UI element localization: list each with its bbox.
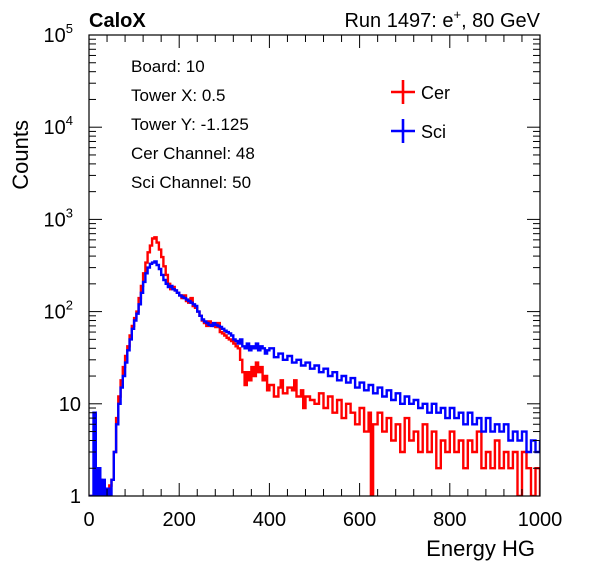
plot-frame xyxy=(88,34,541,497)
info-line: Sci Channel: 50 xyxy=(131,173,251,192)
axis-ticks: 0 200 400 600 800 1000 1 10 102 103 104 105 xyxy=(44,21,563,531)
series-cer-line xyxy=(89,236,540,496)
info-line: Tower Y: -1.125 xyxy=(131,115,249,134)
x-tick-label: 1000 xyxy=(518,509,563,531)
legend-label: Sci xyxy=(421,122,446,142)
y-tick-label: 103 xyxy=(44,205,73,231)
chart-title-right: Run 1497: e+, 80 GeV xyxy=(344,7,540,32)
x-tick-label: 200 xyxy=(163,509,196,531)
y-axis-label: Counts xyxy=(8,120,33,190)
info-box: Board: 10 Tower X: 0.5 Tower Y: -1.125 Cer … xyxy=(131,57,255,192)
x-tick-label: 600 xyxy=(343,509,376,531)
chart-title-left: CaloX xyxy=(89,10,146,32)
x-tick-label: 800 xyxy=(433,509,466,531)
x-axis-label: Energy HG xyxy=(426,536,535,561)
y-tick-label: 104 xyxy=(44,113,73,139)
x-tick-label: 0 xyxy=(83,509,94,531)
y-tick-label: 10 xyxy=(59,394,81,416)
y-tick-label: 102 xyxy=(44,298,73,324)
info-line: Board: 10 xyxy=(131,57,205,76)
y-tick-label: 1 xyxy=(70,486,81,508)
series-layer xyxy=(89,236,540,496)
legend-label: Cer xyxy=(421,83,450,103)
y-tick-label: 105 xyxy=(44,21,73,47)
x-tick-label: 400 xyxy=(253,509,286,531)
info-line: Cer Channel: 48 xyxy=(131,144,255,163)
info-line: Tower X: 0.5 xyxy=(131,86,226,105)
legend: Cer Sci xyxy=(391,80,450,143)
series-sci-line xyxy=(89,260,540,496)
